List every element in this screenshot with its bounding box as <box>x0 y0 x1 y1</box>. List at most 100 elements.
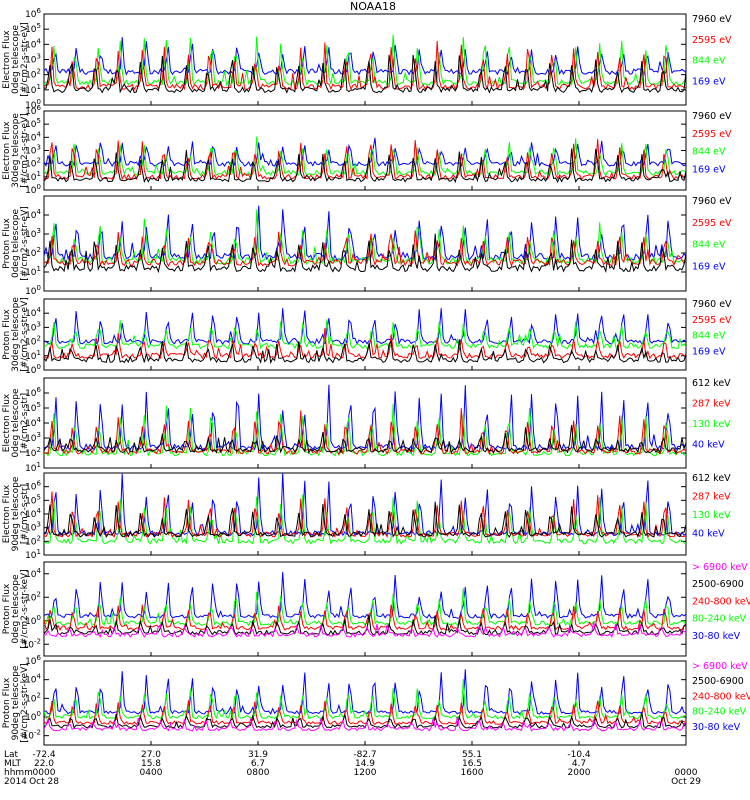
x-tick-label: 0800 <box>247 768 270 778</box>
legend-entry: 2595 eV <box>692 35 732 46</box>
series-line-169-ev <box>44 137 686 168</box>
traces <box>44 205 686 274</box>
y-tick-label: 102 <box>25 68 41 81</box>
series-line--6900-kev <box>44 621 686 638</box>
legend-entry: 7960 eV <box>692 196 732 207</box>
legend-entry: > 6900 keV <box>692 661 748 672</box>
y-tick-label: 103 <box>25 53 41 66</box>
y-tick-label: 106 <box>25 386 41 399</box>
traces <box>44 384 686 457</box>
y-tick-label: 10-2 <box>23 729 41 742</box>
x-tick-label: 31.9 <box>248 750 268 760</box>
y-tick-label: 104 <box>25 306 41 319</box>
legend-entry: 130 keV <box>692 510 731 521</box>
legend-entry: 240-800 keV <box>692 691 750 702</box>
series-line-612-kev <box>44 424 686 455</box>
y-tick-label: 101 <box>25 349 41 362</box>
series-line-2500-6900 <box>44 711 686 729</box>
series-line-844-ev <box>44 34 686 87</box>
legend-entry: 7960 eV <box>692 299 732 310</box>
panel-frame <box>43 195 687 292</box>
x-tick-label: 0400 <box>140 768 163 778</box>
series-line-287-kev <box>44 408 686 456</box>
y-tick-label: 102 <box>25 590 41 603</box>
x-row-label: hhmm <box>4 768 33 778</box>
traces <box>44 308 686 365</box>
legend-entry: 844 eV <box>692 56 726 67</box>
x-tick-label: Oct 29 <box>671 777 701 787</box>
x-tick-label: 4.7 <box>572 759 586 769</box>
panel-1: 100 101 102 103 104 105 106 TEDElectron Flux0de… <box>0 7 732 111</box>
legend-entry: 30-80 keV <box>692 722 741 733</box>
x-tick-label: 15.8 <box>141 759 161 769</box>
legend-entry: 7960 eV <box>692 14 732 25</box>
y-tick-label: 100 <box>25 710 41 723</box>
y-tick-label: 103 <box>25 431 41 444</box>
series-line-40-kev <box>44 384 686 452</box>
x-tick-label: Oct 28 <box>29 777 59 787</box>
y-tick-label: 103 <box>25 144 41 157</box>
legend-entry: 2500-6900 <box>692 676 744 687</box>
legend-entry: 80-240 keV <box>692 707 747 718</box>
y-tick-label: 104 <box>25 416 41 429</box>
series-line-612-kev <box>44 501 686 539</box>
y-axis-label: TEDProton Flux0deg telescope[#/cm2-s-str… <box>0 206 30 281</box>
x-tick-label: -10.4 <box>567 750 591 760</box>
y-tick-label: 100 <box>25 363 41 376</box>
legend-entry: 612 keV <box>692 473 731 484</box>
series-line-130-kev <box>44 494 686 545</box>
y-tick-label: 100 <box>25 98 41 111</box>
legend-entry: 30-80 keV <box>692 631 741 642</box>
x-tick-label: 2000 <box>568 768 591 778</box>
y-tick-label: 102 <box>25 446 41 459</box>
panel-frame <box>43 298 687 371</box>
series-line-2595-ev <box>44 139 686 181</box>
series-line--6900-kev <box>44 716 686 732</box>
y-axis-label: MEPEDProton Flux0deg telescope[#/cm2-s-s… <box>0 569 30 648</box>
traces <box>44 136 686 184</box>
series-line-7960-ev <box>44 54 686 94</box>
y-tick-label: 101 <box>25 83 41 96</box>
x-row-label: Lat <box>4 750 19 760</box>
legend-entry: 2595 eV <box>692 129 732 140</box>
legend-entry: > 6900 keV <box>692 562 748 573</box>
traces <box>44 572 686 638</box>
legend-entry: 169 eV <box>692 76 726 87</box>
series-line-844-ev <box>44 136 686 177</box>
y-tick-label: 100 <box>25 183 41 196</box>
x-tick-label: -72.4 <box>32 750 56 760</box>
y-tick-label: 104 <box>25 673 41 686</box>
y-tick-label: 106 <box>25 654 41 667</box>
legend-entry: 40 keV <box>692 529 725 540</box>
y-axis-label: TEDElectron Flux30deg telescope[#/cm2-s-… <box>0 113 30 188</box>
x-tick-label: -82.7 <box>353 750 376 760</box>
y-tick-label: 104 <box>25 567 41 580</box>
y-axis-label: TEDProton Flux30deg telescope[#/cm2-s-st… <box>0 297 30 372</box>
y-tick-label: 105 <box>25 401 41 414</box>
y-tick-label: 100 <box>25 614 41 627</box>
y-tick-label: 105 <box>25 493 41 506</box>
series-line-844-ev <box>44 319 686 350</box>
y-tick-label: 106 <box>25 480 41 493</box>
legend-entry: 40 keV <box>692 440 725 451</box>
series-line-169-ev <box>44 308 686 346</box>
series-line-40-kev <box>44 473 686 538</box>
series-line-240-800-kev <box>44 604 686 631</box>
y-tick-label: 103 <box>25 227 41 240</box>
x-tick-label: 55.1 <box>462 750 482 760</box>
series-line-30-80-kev <box>44 669 686 715</box>
x-tick-label: 1600 <box>461 768 484 778</box>
y-tick-label: 105 <box>25 22 41 35</box>
series-line-7960-ev <box>44 233 686 274</box>
series-line-7960-ev <box>44 148 686 184</box>
traces <box>44 34 686 94</box>
series-line-80-240-kev <box>44 588 686 627</box>
legend-entry: 844 eV <box>692 240 726 251</box>
panel-frame <box>43 377 687 469</box>
legend-entry: 844 eV <box>692 331 726 342</box>
y-tick-label: 106 <box>25 7 41 20</box>
